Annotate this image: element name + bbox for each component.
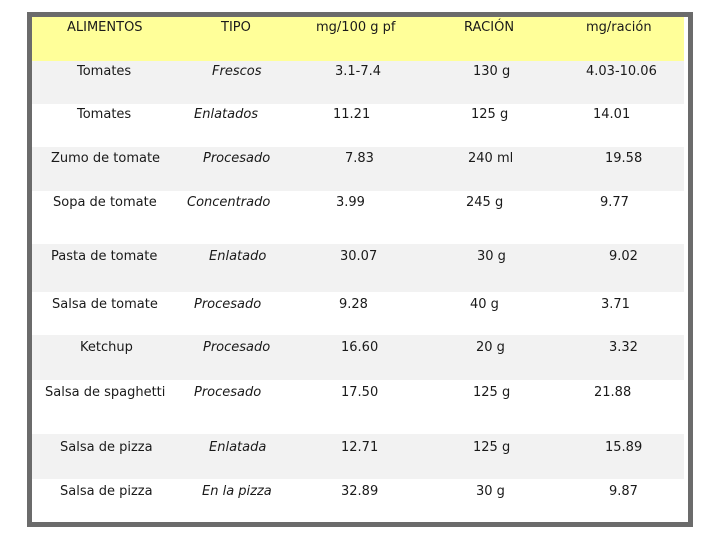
cell-mg-100g: 30.07 (340, 249, 378, 264)
table-row: Salsa de tomate Procesado 9.28 40 g 3.71 (32, 292, 684, 335)
cell-mg-racion: 3.71 (601, 297, 630, 312)
cell-mg-100g: 17.50 (341, 385, 379, 400)
cell-tipo: Procesado (203, 151, 271, 166)
header-tipo: TIPO (221, 20, 251, 35)
cell-mg-racion: 15.89 (605, 440, 643, 455)
cell-racion: 125 g (473, 440, 511, 455)
cell-mg-100g: 12.71 (341, 440, 379, 455)
cell-racion: 240 ml (468, 151, 514, 166)
cell-racion: 30 g (476, 484, 505, 499)
header-mg-racion: mg/ración (586, 20, 652, 35)
cell-mg-racion: 4.03-10.06 (586, 64, 657, 79)
cell-racion: 20 g (476, 340, 505, 355)
cell-mg-100g: 3.99 (336, 195, 365, 210)
cell-mg-racion: 21.88 (594, 385, 632, 400)
table-row: Tomates Enlatados 11.21 125 g 14.01 (32, 104, 684, 147)
header-alimentos: ALIMENTOS (67, 20, 143, 35)
cell-tipo: Procesado (203, 340, 271, 355)
table-row: Ketchup Procesado 16.60 20 g 3.32 (32, 335, 684, 380)
cell-mg-racion: 9.87 (609, 484, 638, 499)
cell-alimento: Salsa de tomate (52, 297, 158, 312)
cell-alimento: Salsa de spaghetti (45, 385, 166, 400)
header-mg-100g: mg/100 g pf (316, 20, 396, 35)
table-row: Pasta de tomate Enlatado 30.07 30 g 9.02 (32, 244, 684, 292)
cell-mg-100g: 9.28 (339, 297, 368, 312)
table-row: Salsa de spaghetti Procesado 17.50 125 g… (32, 380, 684, 434)
cell-mg-racion: 19.58 (605, 151, 643, 166)
cell-tipo: Concentrado (187, 195, 271, 210)
lycopene-table: ALIMENTOS TIPO mg/100 g pf RACIÓN mg/rac… (32, 17, 688, 522)
cell-alimento: Salsa de pizza (60, 484, 153, 499)
cell-mg-racion: 9.77 (600, 195, 629, 210)
cell-mg-racion: 3.32 (609, 340, 638, 355)
cell-racion: 125 g (473, 385, 511, 400)
cell-alimento: Pasta de tomate (51, 249, 158, 264)
cell-tipo: Enlatado (209, 249, 267, 264)
table-row: Sopa de tomate Concentrado 3.99 245 g 9.… (32, 191, 684, 244)
cell-alimento: Zumo de tomate (51, 151, 161, 166)
cell-tipo: Procesado (194, 297, 262, 312)
header-racion: RACIÓN (464, 20, 515, 35)
cell-tipo: Enlatada (209, 440, 267, 455)
table-row: Zumo de tomate Procesado 7.83 240 ml 19.… (32, 147, 684, 191)
table-row: Salsa de pizza Enlatada 12.71 125 g 15.8… (32, 434, 684, 479)
cell-alimento: Sopa de tomate (53, 195, 157, 210)
table-header-row: ALIMENTOS TIPO mg/100 g pf RACIÓN mg/rac… (32, 17, 684, 61)
cell-tipo: Procesado (194, 385, 262, 400)
cell-racion: 40 g (470, 297, 499, 312)
cell-mg-100g: 32.89 (341, 484, 379, 499)
cell-mg-racion: 14.01 (593, 107, 631, 122)
cell-tipo: En la pizza (202, 484, 272, 499)
table-row: Tomates Frescos 3.1-7.4 130 g 4.03-10.06 (32, 61, 684, 104)
cell-mg-100g: 7.83 (345, 151, 374, 166)
cell-alimento: Ketchup (80, 340, 133, 355)
cell-mg-100g: 11.21 (333, 107, 371, 122)
cell-mg-100g: 16.60 (341, 340, 379, 355)
table-row: Salsa de pizza En la pizza 32.89 30 g 9.… (32, 479, 684, 522)
cell-mg-100g: 3.1-7.4 (335, 64, 382, 79)
cell-racion: 30 g (477, 249, 506, 264)
cell-tipo: Enlatados (194, 107, 259, 122)
cell-tipo: Frescos (212, 64, 262, 79)
cell-alimento: Salsa de pizza (60, 440, 153, 455)
cell-racion: 245 g (466, 195, 504, 210)
cell-racion: 125 g (471, 107, 509, 122)
cell-mg-racion: 9.02 (609, 249, 638, 264)
cell-alimento: Tomates (77, 107, 132, 122)
cell-racion: 130 g (473, 64, 511, 79)
table-frame: ALIMENTOS TIPO mg/100 g pf RACIÓN mg/rac… (27, 12, 693, 527)
cell-alimento: Tomates (77, 64, 132, 79)
